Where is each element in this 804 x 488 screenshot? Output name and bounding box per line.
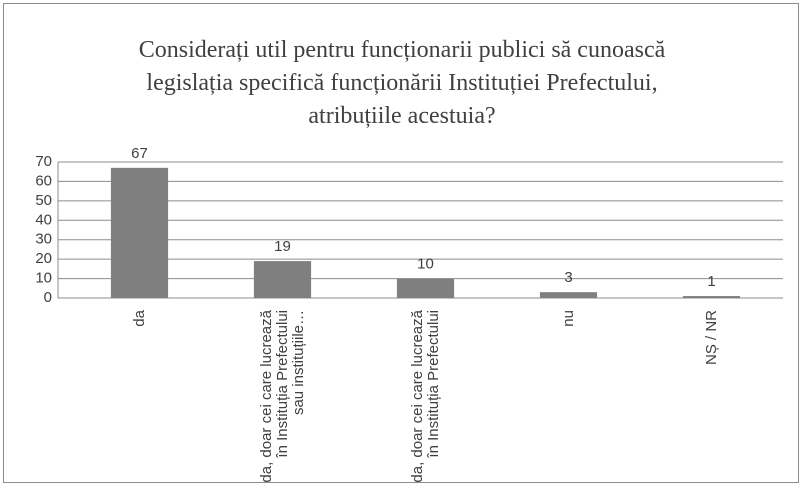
data-label: 67 bbox=[131, 145, 148, 162]
y-tick-label: 20 bbox=[35, 250, 52, 267]
x-tick-label: da bbox=[130, 310, 148, 327]
bar bbox=[396, 278, 455, 298]
y-tick-label: 0 bbox=[44, 289, 52, 306]
y-tick-label: 40 bbox=[35, 211, 52, 228]
chart-title: Considerați util pentru funcționarii pub… bbox=[138, 37, 666, 129]
x-tick-label: nu bbox=[559, 310, 577, 327]
bar bbox=[682, 296, 741, 298]
y-tick-label: 50 bbox=[35, 192, 52, 209]
bar bbox=[253, 261, 312, 298]
y-tick-label: 70 bbox=[35, 153, 52, 170]
data-label: 10 bbox=[417, 256, 434, 273]
y-tick-label: 10 bbox=[35, 270, 52, 287]
y-tick-label: 60 bbox=[35, 172, 52, 189]
x-tick-label: da, doar cei care lucrează în Instituția… bbox=[408, 310, 442, 483]
y-tick-label: 30 bbox=[35, 231, 52, 248]
x-tick-label: da, doar cei care lucrează în Instituția… bbox=[257, 310, 307, 483]
data-label: 1 bbox=[707, 273, 715, 290]
chart-frame bbox=[3, 3, 799, 483]
data-label: 19 bbox=[274, 238, 291, 255]
x-tick-label: NȘ / NR bbox=[702, 310, 720, 366]
bar bbox=[539, 292, 598, 298]
data-label: 3 bbox=[564, 269, 572, 286]
bar bbox=[110, 167, 169, 298]
